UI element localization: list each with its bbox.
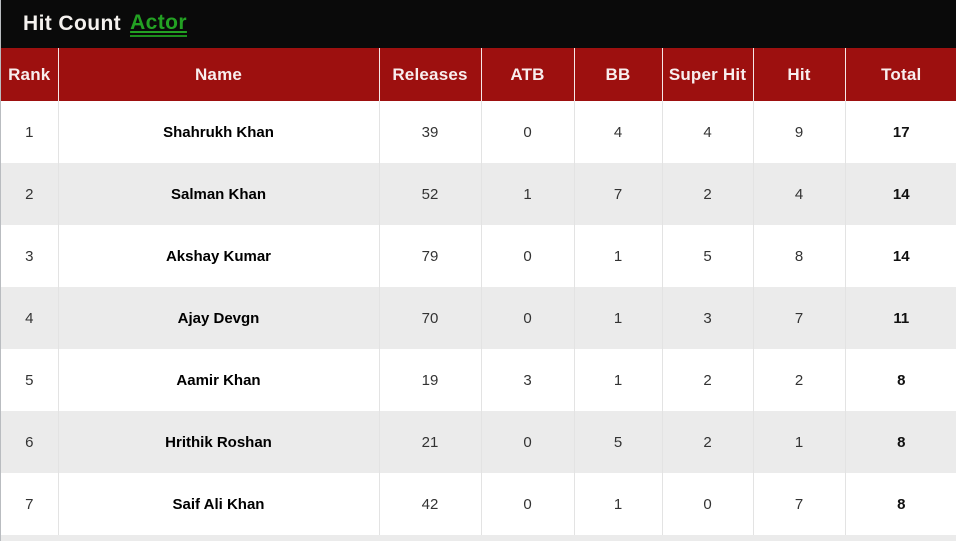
cell-rank: 3 <box>1 225 58 287</box>
cell-bb: 5 <box>573 411 662 473</box>
cell-releases: 70 <box>378 287 481 349</box>
cell-hit: 7 <box>752 287 845 349</box>
cell-super_hit: 2 <box>661 411 753 473</box>
column-header-atb: ATB <box>480 48 574 101</box>
table-row: 2 Salman Khan 52 1 7 2 4 14 <box>1 163 956 225</box>
cell-bb: 1 <box>573 287 662 349</box>
column-header-total: Total <box>844 48 956 101</box>
page-title: Hit Count <box>23 12 122 35</box>
cell-total: 14 <box>844 163 956 225</box>
cell-name: Hrithik Roshan <box>57 411 379 473</box>
cell-super_hit: 2 <box>661 163 753 225</box>
table-body: 1 Shahrukh Khan 39 0 4 4 9 17 2 Salman Khan 52 1 7 2 4… <box>1 101 956 535</box>
cell-rank: 2 <box>1 163 58 225</box>
column-header-hit: Hit <box>752 48 845 101</box>
cell-total: 14 <box>844 225 956 287</box>
cell-hit: 7 <box>752 473 845 535</box>
cell-name: Shahrukh Khan <box>57 101 379 163</box>
hit-count-table: Rank Name Releases ATB BB Super Hit Hit Total 1… <box>1 48 956 535</box>
cell-rank: 6 <box>1 411 58 473</box>
cell-super_hit: 4 <box>661 101 753 163</box>
cell-name: Ajay Devgn <box>57 287 379 349</box>
next-row-partial <box>1 535 956 541</box>
column-header-name: Name <box>57 48 379 101</box>
cell-bb: 1 <box>573 473 662 535</box>
cell-total: 8 <box>844 473 956 535</box>
table-header: Rank Name Releases ATB BB Super Hit Hit Total <box>1 48 956 101</box>
cell-rank: 7 <box>1 473 58 535</box>
cell-bb: 7 <box>573 163 662 225</box>
cell-super_hit: 0 <box>661 473 753 535</box>
table-header-row: Rank Name Releases ATB BB Super Hit Hit Total <box>1 48 956 101</box>
cell-releases: 21 <box>378 411 481 473</box>
cell-atb: 1 <box>480 163 574 225</box>
cell-total: 17 <box>844 101 956 163</box>
table-row: 4 Ajay Devgn 70 0 1 3 7 11 <box>1 287 956 349</box>
cell-rank: 4 <box>1 287 58 349</box>
cell-super_hit: 2 <box>661 349 753 411</box>
cell-bb: 1 <box>573 225 662 287</box>
table-row: 3 Akshay Kumar 79 0 1 5 8 14 <box>1 225 956 287</box>
cell-super_hit: 5 <box>661 225 753 287</box>
cell-atb: 0 <box>480 473 574 535</box>
cell-name: Saif Ali Khan <box>57 473 379 535</box>
cell-hit: 2 <box>752 349 845 411</box>
cell-total: 8 <box>844 411 956 473</box>
table-row: 7 Saif Ali Khan 42 0 1 0 7 8 <box>1 473 956 535</box>
cell-name: Aamir Khan <box>57 349 379 411</box>
column-header-rank: Rank <box>1 48 58 101</box>
cell-rank: 1 <box>1 101 58 163</box>
cell-hit: 1 <box>752 411 845 473</box>
cell-releases: 42 <box>378 473 481 535</box>
cell-atb: 0 <box>480 287 574 349</box>
cell-super_hit: 3 <box>661 287 753 349</box>
cell-hit: 8 <box>752 225 845 287</box>
cell-atb: 0 <box>480 225 574 287</box>
cell-releases: 52 <box>378 163 481 225</box>
cell-atb: 0 <box>480 411 574 473</box>
column-header-releases: Releases <box>378 48 481 101</box>
table-row: 6 Hrithik Roshan 21 0 5 2 1 8 <box>1 411 956 473</box>
column-header-bb: BB <box>573 48 662 101</box>
cell-name: Salman Khan <box>57 163 379 225</box>
cell-hit: 9 <box>752 101 845 163</box>
cell-releases: 39 <box>378 101 481 163</box>
cell-rank: 5 <box>1 349 58 411</box>
cell-total: 11 <box>844 287 956 349</box>
cell-bb: 1 <box>573 349 662 411</box>
cell-releases: 19 <box>378 349 481 411</box>
cell-atb: 3 <box>480 349 574 411</box>
actor-filter-link[interactable]: Actor <box>130 11 187 38</box>
column-header-super_hit: Super Hit <box>661 48 753 101</box>
table-row: 5 Aamir Khan 19 3 1 2 2 8 <box>1 349 956 411</box>
cell-name: Akshay Kumar <box>57 225 379 287</box>
title-bar: Hit Count Actor <box>1 0 956 48</box>
cell-bb: 4 <box>573 101 662 163</box>
cell-releases: 79 <box>378 225 481 287</box>
cell-hit: 4 <box>752 163 845 225</box>
cell-atb: 0 <box>480 101 574 163</box>
cell-total: 8 <box>844 349 956 411</box>
table-row: 1 Shahrukh Khan 39 0 4 4 9 17 <box>1 101 956 163</box>
